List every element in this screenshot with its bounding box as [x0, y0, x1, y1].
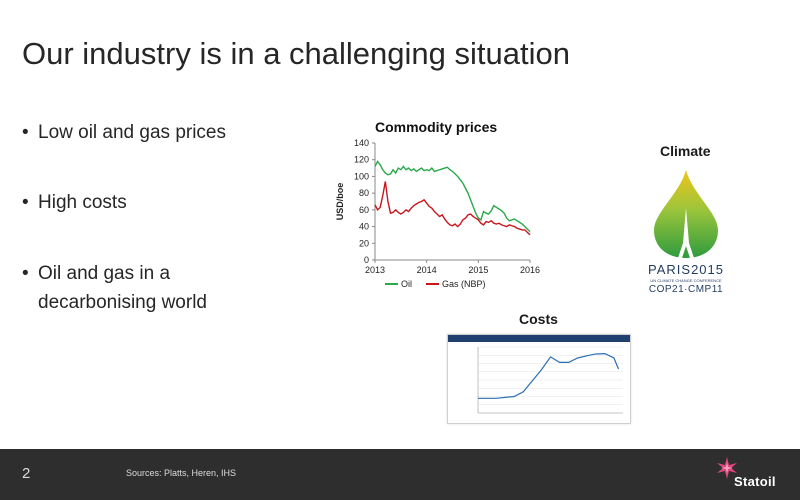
commodity-price-chart: 0 20 40 60 80 100 120 140 2013 2014 2015 2016 USD/bo… [335, 138, 540, 289]
brand-name: Statoil [734, 474, 776, 489]
y-tick-label: 100 [354, 171, 369, 181]
bullet-text: Oil and gas in a decarbonising world [38, 263, 207, 313]
bullet-dot: • [22, 192, 29, 213]
y-tick-label: 40 [359, 222, 369, 232]
y-tick-label: 80 [359, 188, 369, 198]
x-tick-label: 2015 [468, 265, 488, 275]
costs-chart-thumbnail [447, 334, 631, 424]
y-tick-label: 120 [354, 155, 369, 165]
costs-chart [477, 346, 623, 414]
footer-bar: 2 Sources: Platts, Heren, IHS Statoil [0, 449, 800, 500]
y-axis-label: USD/boe [335, 183, 345, 221]
y-tick-label: 20 [359, 238, 369, 248]
bullet-text: High costs [38, 192, 127, 213]
y-tick-label: 140 [354, 138, 369, 148]
legend-label-oil: Oil [401, 279, 412, 289]
logo-paris: PARIS2015 [648, 262, 724, 277]
logo-cop: COP21·CMP11 [649, 284, 723, 295]
statoil-star-icon [717, 457, 737, 479]
page-number: 2 [22, 465, 31, 482]
climate-title: Climate [660, 143, 711, 159]
costs-series-line [478, 352, 620, 399]
legend-label-gas: Gas (NBP) [442, 279, 486, 289]
y-tick-label: 60 [359, 205, 369, 215]
cop21-logo: PARIS2015 UN CLIMATE CHANGE CONFERENCE C… [648, 170, 724, 295]
costs-chart-header [448, 335, 630, 342]
bullet-item: • Oil and gas in a decarbonising world [22, 259, 258, 317]
logo-subtitle: UN CLIMATE CHANGE CONFERENCE [650, 278, 722, 283]
series-line-gas [374, 181, 531, 236]
series-line-oil [374, 160, 531, 233]
bullet-item: • High costs [22, 188, 127, 217]
y-tick-label: 0 [364, 255, 369, 265]
x-tick-label: 2013 [365, 265, 385, 275]
x-tick-label: 2014 [417, 265, 437, 275]
bullet-dot: • [22, 122, 29, 143]
bullet-text: Low oil and gas prices [38, 122, 226, 143]
eiffel-tower-icon [678, 208, 694, 258]
sources-note: Sources: Platts, Heren, IHS [126, 468, 237, 478]
bullet-item: • Low oil and gas prices [22, 118, 226, 147]
x-tick-label: 2016 [520, 265, 540, 275]
bullet-dot: • [22, 263, 29, 284]
slide-title: Our industry is in a challenging situati… [22, 36, 570, 71]
costs-title: Costs [519, 311, 558, 327]
commodity-chart-title: Commodity prices [375, 119, 498, 135]
